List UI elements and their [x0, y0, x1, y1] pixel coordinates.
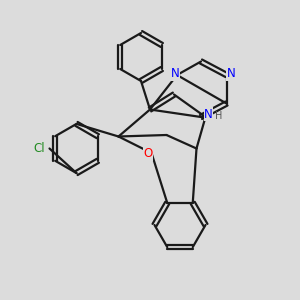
Text: N: N: [204, 107, 213, 121]
Text: N: N: [226, 67, 236, 80]
Text: Cl: Cl: [33, 142, 45, 155]
Text: O: O: [143, 147, 152, 160]
Text: N: N: [171, 67, 180, 80]
Text: H: H: [215, 111, 222, 122]
